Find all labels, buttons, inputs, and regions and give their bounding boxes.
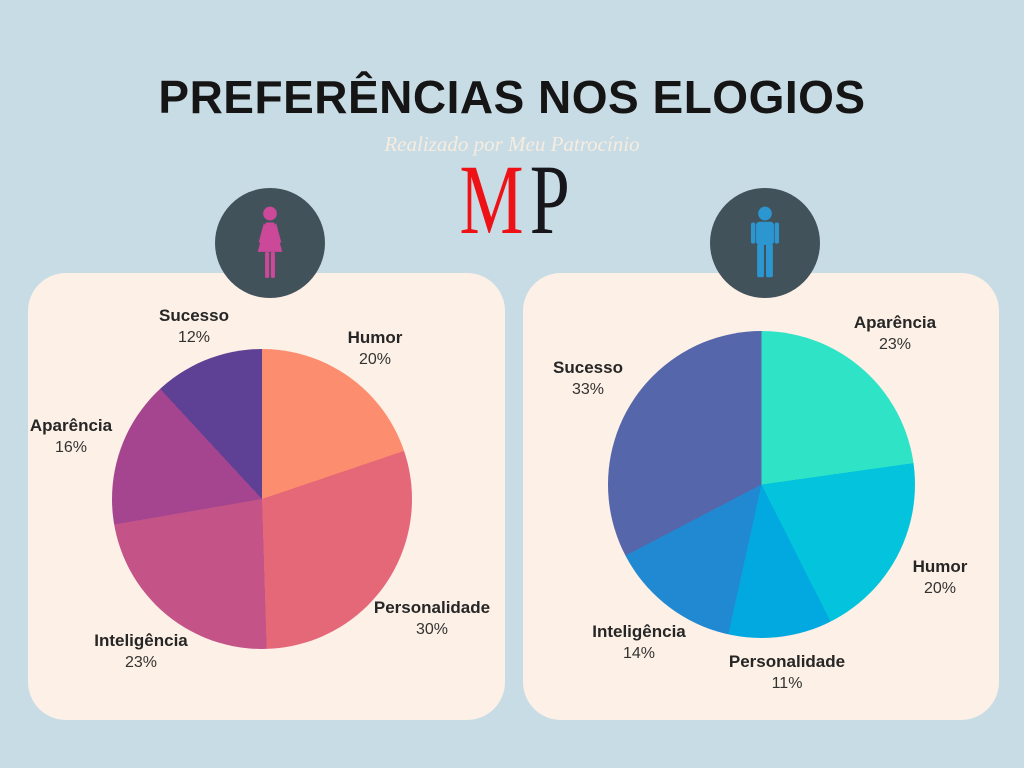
pie-label-women-personalidade: Personalidade 30%: [374, 597, 490, 641]
slice-label: Sucesso: [553, 358, 623, 377]
pie-label-women-inteligencia: Inteligência 23%: [94, 630, 188, 674]
mp-logo: MP: [0, 150, 1024, 250]
avatar-male: [710, 188, 820, 298]
avatar-female: [215, 188, 325, 298]
slice-label: Inteligência: [592, 622, 686, 641]
slice-value: 12%: [177, 329, 211, 346]
male-icon: [750, 206, 780, 278]
pie-label-men-humor: Humor 20%: [913, 556, 968, 600]
slice-value: 16%: [54, 439, 88, 456]
slice-value: 14%: [622, 645, 656, 662]
slice-value: 23%: [124, 654, 158, 671]
slice-value: 11%: [771, 675, 803, 692]
slice-value: 23%: [878, 336, 912, 353]
slice-value: 20%: [358, 351, 392, 368]
logo-letter-p: P: [529, 144, 570, 255]
pie-label-men-sucesso: Sucesso 33%: [553, 357, 623, 401]
pie-label-men-inteligencia: Inteligência 14%: [592, 621, 686, 665]
pie-label-women-humor: Humor 20%: [348, 327, 403, 371]
slice-label: Sucesso: [159, 306, 229, 325]
pie-chart-women: [112, 349, 412, 649]
pie-label-men-personalidade: Personalidade 11%: [729, 651, 845, 695]
slice-label: Aparência: [29, 416, 113, 435]
page-title: PREFERÊNCIAS NOS ELOGIOS: [158, 71, 866, 123]
pie-label-men-aparencia: Aparência 23%: [854, 312, 936, 356]
slice-value: 30%: [415, 621, 449, 638]
slice-label: Humor: [912, 557, 968, 576]
slice-label: Humor: [347, 328, 403, 347]
female-icon: [257, 206, 283, 278]
logo-letter-m: M: [459, 144, 524, 255]
slice-label: Aparência: [853, 313, 937, 332]
slice-label: Personalidade: [728, 652, 846, 671]
slice-value: 20%: [923, 580, 957, 597]
slice-value: 33%: [571, 381, 605, 398]
page-subtitle: Realizado por Meu Patrocínio: [384, 132, 640, 156]
pie-label-women-sucesso: Sucesso 12%: [159, 305, 229, 349]
pie-label-women-aparencia: Aparência 16%: [30, 415, 112, 459]
slice-label: Personalidade: [373, 598, 491, 617]
pie-chart-men: [608, 331, 915, 638]
slice-label: Inteligência: [94, 631, 188, 650]
